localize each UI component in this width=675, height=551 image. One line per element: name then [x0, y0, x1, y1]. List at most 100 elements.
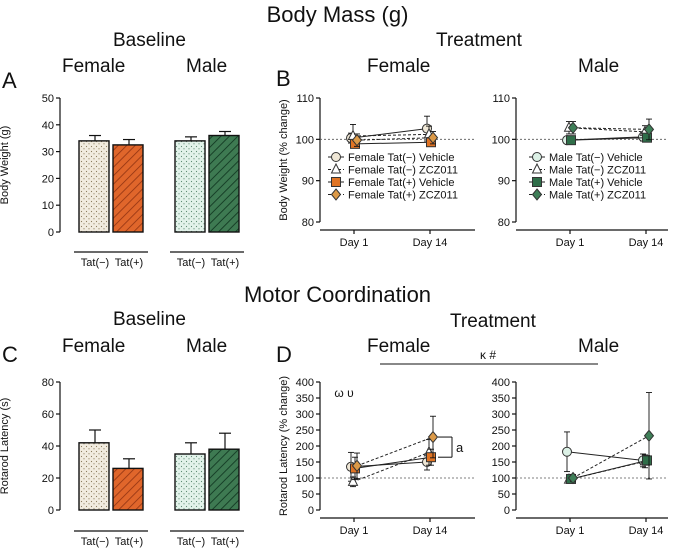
chart-c-category-label-0-1: Tat(+)	[115, 536, 143, 548]
heading-female-c: Female	[62, 336, 126, 357]
chart-a-bar-0-1	[112, 144, 144, 233]
chart-c-y-tick-label-4: 80	[42, 377, 54, 389]
chart-d-female-y-tick-label-7: 350	[296, 393, 314, 405]
chart-d-male-y-tick-label-7: 350	[492, 393, 510, 405]
chart-d-annotation-omega-upsilon: ω υ	[334, 386, 353, 400]
panel-label-b: B	[276, 66, 291, 91]
chart-b-female-legend-label-2: Female Tat(+) Vehicle	[348, 177, 455, 189]
chart-d-female-y-tick-label-3: 150	[296, 457, 314, 469]
heading-male-b: Male	[578, 56, 620, 77]
chart-d-female-y-tick-label-5: 250	[296, 425, 314, 437]
chart-b-male-y-tick-label-2: 100	[492, 134, 510, 146]
chart-d-male-point-0-0	[562, 446, 572, 457]
chart-b-female-legend-marker-1	[330, 162, 342, 174]
chart-a-y-tick-label-0: 0	[48, 227, 54, 239]
chart-a-y-tick-label-3: 30	[42, 147, 54, 159]
chart-a-y-tick-label-4: 40	[42, 120, 54, 132]
chart-b-female-y-tick-label-1: 90	[302, 176, 314, 188]
chart-c-y-tick-label-3: 60	[42, 409, 54, 421]
heading-treatment-motor: Treatment	[450, 311, 536, 332]
panel-label-c: C	[2, 342, 18, 367]
chart-c-bar-0-0	[78, 442, 110, 511]
chart-a-bar-1-1	[208, 134, 240, 233]
chart-b-male-point-3-1	[643, 123, 655, 136]
chart-b-female-legend-marker-2	[331, 177, 341, 187]
chart-a-y-tick-label-2: 20	[42, 173, 54, 185]
chart-b-female-y-tick-label-2: 100	[296, 134, 314, 146]
chart-b-male-y-tick-label-3: 110	[492, 93, 510, 105]
chart-d-female-x-tick-label-0: Day 1	[340, 525, 369, 537]
chart-b-male-legend-marker-2	[532, 177, 542, 187]
chart-d-female-series-line-0	[350, 461, 428, 468]
chart-b-male-legend-marker-0	[532, 152, 542, 162]
chart-a-y-tick-label-1: 10	[42, 200, 54, 212]
heading-female-b: Female	[367, 56, 431, 77]
chart-b-male-point-3-0	[567, 121, 579, 135]
chart-d-male-series-line-2	[570, 459, 648, 480]
chart-d-female-point-1-0	[347, 475, 359, 486]
chart-b-male-series-line-3	[572, 127, 650, 130]
chart-c-y-axis-title: Rotarod Latency (s)	[0, 398, 11, 495]
chart-d-male-series-line-3	[572, 435, 650, 479]
chart-d-male-y-tick-label-2: 100	[492, 473, 510, 485]
chart-d-male-y-tick-label-4: 200	[492, 441, 510, 453]
chart-d-male-y-tick-label-0: 0	[504, 505, 510, 517]
chart-a-category-label-1-1: Tat(+)	[211, 257, 239, 269]
chart-b-male-point-2-1	[642, 132, 652, 143]
chart-d-male-point-3-1	[643, 429, 655, 443]
chart-d-male-y-tick-label-5: 250	[492, 425, 510, 437]
chart-b-female-legend-marker-0	[331, 152, 341, 162]
chart-d-female-series-line-1	[352, 451, 430, 483]
chart-d-male-x-tick-label-0: Day 1	[556, 525, 585, 537]
title-body-mass: Body Mass (g)	[266, 2, 409, 27]
chart-d-male-y-tick-label-6: 300	[492, 409, 510, 421]
heading-female-d: Female	[367, 336, 431, 357]
chart-b-female-series-line-3	[356, 137, 434, 141]
chart-d-female-series-line-2	[354, 456, 432, 469]
chart-b-female-point-3-0	[351, 133, 363, 147]
chart-d-male-x-tick-label-1: Day 14	[629, 525, 664, 537]
chart-b-male-legend-label-0: Male Tat(−) Vehicle	[549, 152, 643, 164]
chart-b-female-legend-label-1: Female Tat(−) ZCZ011	[348, 165, 458, 177]
chart-b-male-legend-marker-1	[531, 162, 543, 174]
chart-d-female-y-tick-label-0: 0	[308, 505, 314, 517]
chart-b-female-y-tick-label-0: 80	[302, 217, 314, 229]
chart-d-female-point-3-1	[427, 430, 439, 444]
chart-a-category-label-1-0: Tat(−)	[177, 257, 205, 269]
chart-b-male-series-line-1	[568, 127, 646, 133]
panel-label-a: A	[2, 68, 17, 93]
chart-c-bar-0-1	[112, 467, 144, 511]
chart-d-female-series-line-3	[356, 436, 434, 467]
heading-baseline-motor: Baseline	[113, 309, 186, 330]
chart-b-female-x-tick-label-1: Day 14	[413, 237, 448, 249]
chart-a-bar-0-0	[78, 140, 110, 233]
chart-d-female-y-tick-label-6: 300	[296, 409, 314, 421]
chart-b-female-legend-marker-3	[330, 188, 342, 201]
chart-a-category-label-0-0: Tat(−)	[81, 257, 109, 269]
chart-b-female-x-tick-label-0: Day 1	[340, 237, 369, 249]
heading-male-d: Male	[578, 336, 620, 357]
chart-c-y-tick-label-0: 0	[48, 505, 54, 517]
chart-d-female-point-3-0	[351, 459, 363, 473]
heading-baseline-body: Baseline	[113, 30, 186, 51]
chart-d-female-y-tick-label-8: 400	[296, 377, 314, 389]
chart-d-male-y-tick-label-1: 50	[498, 489, 510, 501]
chart-d-female-y-tick-label-4: 200	[296, 441, 314, 453]
chart-b-male-legend-label-3: Male Tat(+) ZCZ011	[549, 190, 646, 202]
chart-b-male-legend-label-2: Male Tat(+) Vehicle	[549, 177, 643, 189]
chart-d-male-y-tick-label-3: 150	[492, 457, 510, 469]
chart-c-bar-1-1	[208, 448, 240, 511]
chart-b-male-legend-label-1: Male Tat(−) ZCZ011	[549, 165, 646, 177]
chart-d-female-point-2-1	[426, 452, 436, 463]
chart-b-male-y-tick-label-0: 80	[498, 217, 510, 229]
chart-d-female-x-tick-label-1: Day 14	[413, 525, 448, 537]
chart-d-annotation-kappa-hash: κ #	[480, 348, 496, 362]
heading-female-a: Female	[62, 56, 126, 77]
chart-a-category-label-0-1: Tat(+)	[115, 257, 143, 269]
chart-a-y-tick-label-5: 50	[42, 93, 54, 105]
chart-d-female-y-tick-label-1: 50	[302, 489, 314, 501]
chart-b-female-series-line-2	[354, 141, 432, 145]
chart-d-female-y-tick-label-2: 100	[296, 473, 314, 485]
panel-label-d: D	[276, 342, 292, 367]
